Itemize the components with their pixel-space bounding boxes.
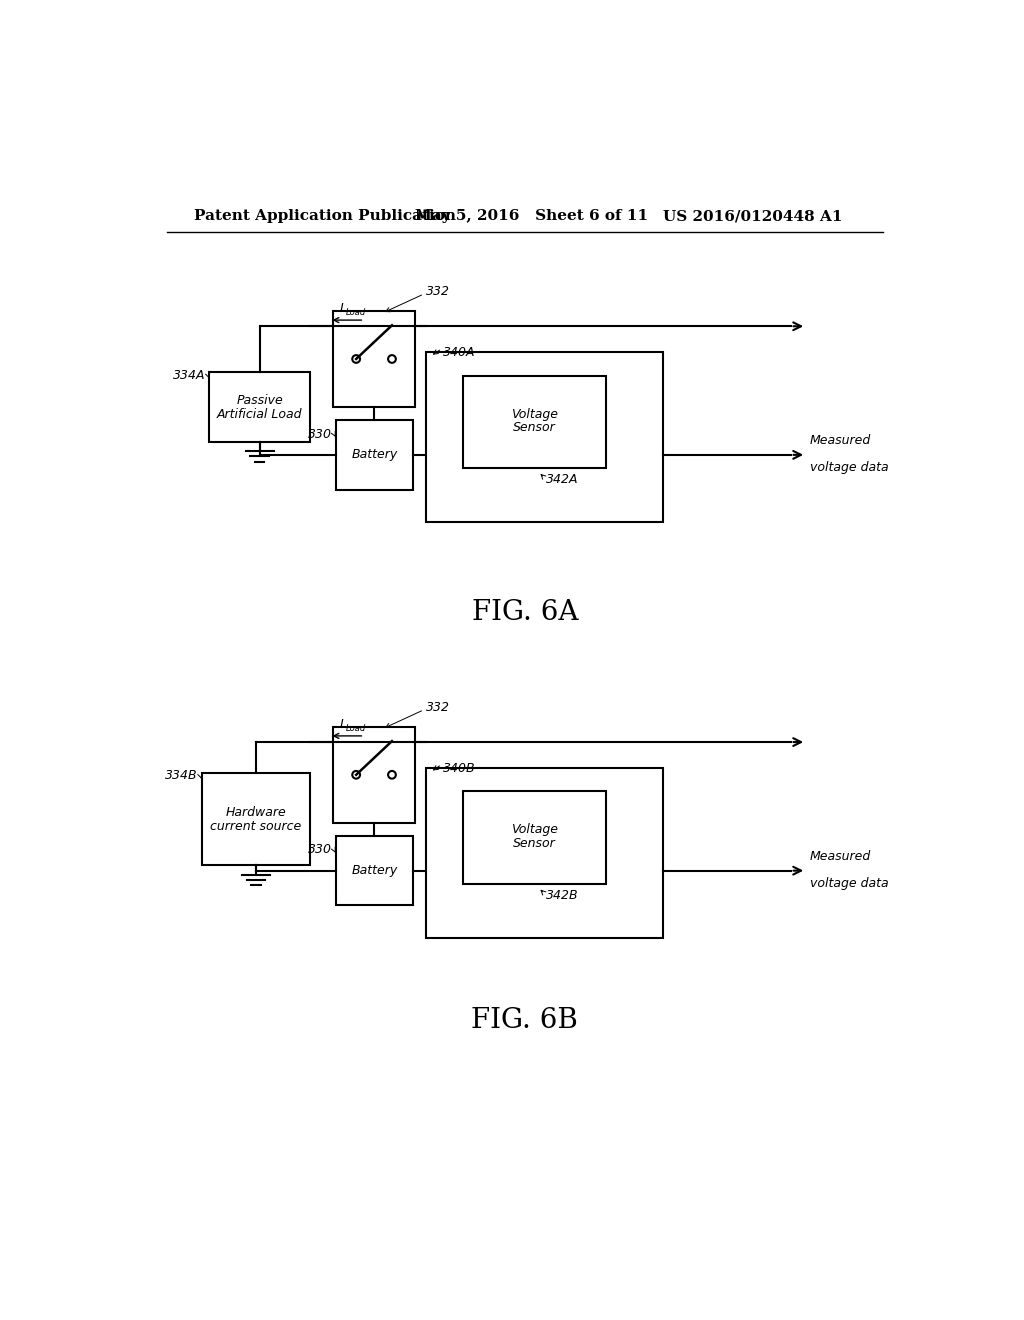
Text: voltage data: voltage data <box>810 461 889 474</box>
Bar <box>426 352 663 521</box>
Bar <box>336 836 414 906</box>
Bar <box>334 312 415 407</box>
Text: May 5, 2016   Sheet 6 of 11: May 5, 2016 Sheet 6 of 11 <box>415 209 648 223</box>
Text: Sensor: Sensor <box>513 837 556 850</box>
Text: Load: Load <box>346 723 366 733</box>
Text: Sensor: Sensor <box>513 421 556 434</box>
Text: Battery: Battery <box>351 449 397 462</box>
Text: Voltage: Voltage <box>511 408 558 421</box>
Text: 332: 332 <box>426 285 451 298</box>
Bar <box>463 792 606 884</box>
Text: Voltage: Voltage <box>511 824 558 837</box>
Text: 340A: 340A <box>443 346 476 359</box>
Text: FIG. 6A: FIG. 6A <box>471 599 579 626</box>
Circle shape <box>388 355 396 363</box>
Text: Hardware: Hardware <box>225 807 287 820</box>
Text: Measured: Measured <box>810 850 871 863</box>
Text: current source: current source <box>210 820 301 833</box>
Circle shape <box>352 355 360 363</box>
Text: 342B: 342B <box>546 888 579 902</box>
Text: 334B: 334B <box>165 770 198 781</box>
Text: Patent Application Publication: Patent Application Publication <box>194 209 456 223</box>
Text: I: I <box>340 718 343 731</box>
Text: Battery: Battery <box>351 865 397 878</box>
Circle shape <box>352 771 360 779</box>
Text: FIG. 6B: FIG. 6B <box>471 1007 579 1035</box>
Text: I: I <box>340 302 343 315</box>
Text: 334A: 334A <box>173 368 206 381</box>
Bar <box>334 726 415 822</box>
Text: Load: Load <box>346 308 366 317</box>
Circle shape <box>388 771 396 779</box>
Text: 342A: 342A <box>546 473 579 486</box>
Text: Passive: Passive <box>237 395 283 408</box>
Bar <box>209 372 310 442</box>
Bar <box>336 420 414 490</box>
Text: 330: 330 <box>308 843 332 857</box>
Text: US 2016/0120448 A1: US 2016/0120448 A1 <box>663 209 843 223</box>
Text: 332: 332 <box>426 701 451 714</box>
Text: voltage data: voltage data <box>810 876 889 890</box>
Text: Measured: Measured <box>810 434 871 447</box>
Text: 340B: 340B <box>443 762 476 775</box>
Text: 330: 330 <box>308 428 332 441</box>
Bar <box>426 768 663 937</box>
Bar <box>202 774 310 866</box>
Bar <box>463 376 606 469</box>
Text: Artificial Load: Artificial Load <box>217 408 302 421</box>
